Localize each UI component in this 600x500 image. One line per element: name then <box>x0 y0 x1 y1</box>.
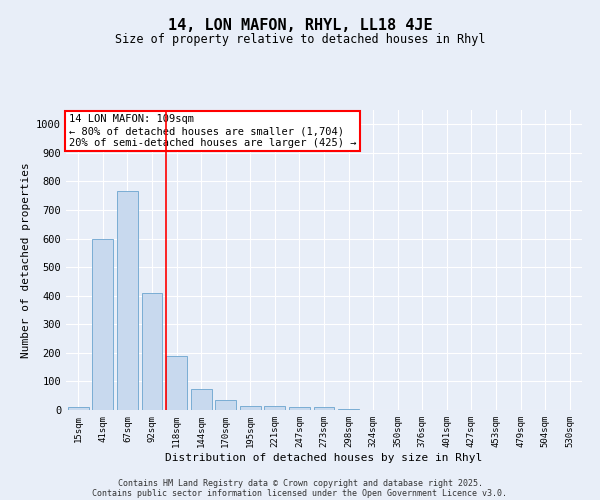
Y-axis label: Number of detached properties: Number of detached properties <box>20 162 31 358</box>
Text: Size of property relative to detached houses in Rhyl: Size of property relative to detached ho… <box>115 32 485 46</box>
Bar <box>289 407 310 410</box>
Text: Contains HM Land Registry data © Crown copyright and database right 2025.: Contains HM Land Registry data © Crown c… <box>118 478 482 488</box>
Bar <box>215 400 236 410</box>
Text: 14, LON MAFON, RHYL, LL18 4JE: 14, LON MAFON, RHYL, LL18 4JE <box>167 18 433 32</box>
Bar <box>68 407 89 410</box>
Bar <box>265 406 286 410</box>
Bar <box>314 407 334 410</box>
Bar <box>117 192 138 410</box>
Bar <box>92 238 113 410</box>
Bar <box>338 408 359 410</box>
Bar <box>142 293 163 410</box>
Bar <box>166 356 187 410</box>
Text: Contains public sector information licensed under the Open Government Licence v3: Contains public sector information licen… <box>92 488 508 498</box>
Text: 14 LON MAFON: 109sqm
← 80% of detached houses are smaller (1,704)
20% of semi-de: 14 LON MAFON: 109sqm ← 80% of detached h… <box>68 114 356 148</box>
Bar <box>240 406 261 410</box>
Bar <box>191 388 212 410</box>
X-axis label: Distribution of detached houses by size in Rhyl: Distribution of detached houses by size … <box>166 452 482 462</box>
